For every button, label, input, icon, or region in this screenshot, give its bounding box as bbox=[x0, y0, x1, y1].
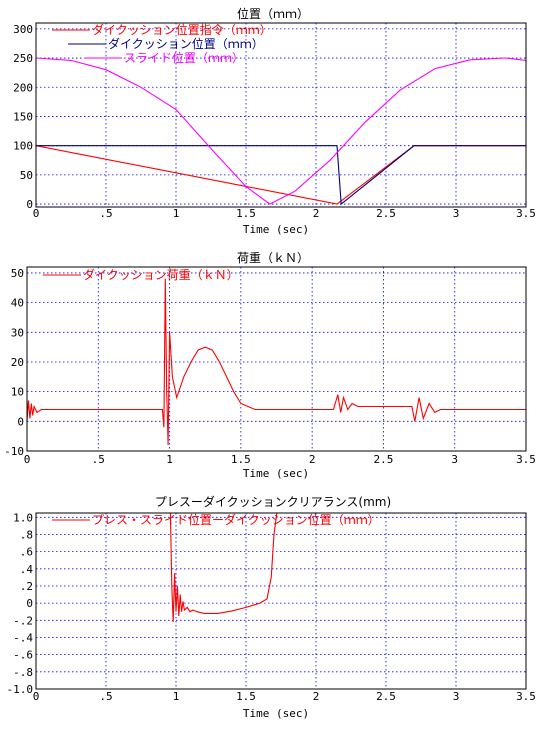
x-tick-label: 3.5 bbox=[516, 690, 536, 703]
y-tick-label: .4 bbox=[20, 563, 34, 576]
x-tick-labels-load: 0 .5 1 1.5 2 2.5 3 3.5 bbox=[24, 453, 536, 466]
y-tick-label: .6 bbox=[20, 546, 33, 559]
y-tick-label: 200 bbox=[13, 81, 33, 94]
y-tick-label: 150 bbox=[13, 110, 33, 123]
x-tick-label: 3.5 bbox=[516, 207, 536, 220]
x-axis-label-load: Time (sec) bbox=[243, 467, 309, 480]
legend-load: ダイクッション荷重（ｋＮ） bbox=[43, 267, 239, 282]
chart-title-load: 荷重（ｋＮ） bbox=[237, 251, 309, 265]
y-tick-label: .2 bbox=[20, 580, 33, 593]
y-tick-label: -.6 bbox=[13, 649, 33, 662]
x-tick-label: 0 bbox=[24, 453, 31, 466]
legend-entry: スライド位置（ｍｍ） bbox=[124, 50, 244, 65]
plot-frame-load bbox=[26, 266, 527, 452]
y-tick-label: -.2 bbox=[13, 614, 33, 627]
x-tick-label: 2 bbox=[309, 453, 316, 466]
chart-panel-position: 位置（ｍｍ） 0 50 100 150 200 250 300 0 .5 1 1.5 2 2.5 3 3.… bbox=[13, 6, 536, 236]
x-tick-label: 1.5 bbox=[236, 207, 256, 220]
y-tick-label: 20 bbox=[11, 356, 24, 369]
series-line-position-1 bbox=[36, 145, 526, 206]
legend-entry: ダイクッション位置（ｍｍ） bbox=[108, 36, 264, 51]
x-tick-label: 3 bbox=[453, 690, 460, 703]
y-tick-label: 10 bbox=[11, 386, 24, 399]
y-tick-label: 30 bbox=[11, 326, 24, 339]
x-tick-label: .5 bbox=[92, 453, 105, 466]
x-tick-labels-clearance: 0 .5 1 1.5 2 2.5 3 3.5 bbox=[33, 690, 536, 703]
legend-entry: ダイクッション位置指令（ｍｍ） bbox=[92, 22, 272, 37]
y-tick-label: .8 bbox=[20, 528, 33, 541]
y-tick-label: 0 bbox=[17, 415, 24, 428]
x-tick-label: 3 bbox=[451, 453, 458, 466]
y-tick-labels-load: -10 0 10 20 30 40 50 bbox=[4, 267, 24, 458]
grid-clearance bbox=[36, 513, 526, 689]
legend-entry: プレス・スライド位置ーダイクッション位置（ｍｍ） bbox=[92, 512, 380, 527]
x-tick-label: 0 bbox=[33, 690, 40, 703]
plot-frame-clearance bbox=[35, 512, 527, 690]
legend-clearance: プレス・スライド位置ーダイクッション位置（ｍｍ） bbox=[52, 512, 380, 527]
legend-position: ダイクッション位置指令（ｍｍ）ダイクッション位置（ｍｍ）スライド位置（ｍｍ） bbox=[52, 22, 272, 65]
series-line-load-0 bbox=[27, 278, 526, 446]
x-tick-label: 1 bbox=[173, 690, 180, 703]
y-tick-label: 40 bbox=[11, 297, 24, 310]
y-tick-label: 50 bbox=[20, 169, 33, 182]
series-line-clearance-0 bbox=[169, 513, 278, 623]
x-tick-label: 1 bbox=[173, 207, 180, 220]
series-group-position bbox=[36, 57, 526, 206]
x-tick-label: 2.5 bbox=[376, 207, 396, 220]
x-tick-label: .5 bbox=[99, 207, 112, 220]
x-tick-label: 0 bbox=[33, 207, 40, 220]
x-tick-label: 1.5 bbox=[236, 690, 256, 703]
x-tick-labels-position: 0 .5 1 1.5 2 2.5 3 3.5 bbox=[33, 207, 536, 220]
x-tick-label: 2.5 bbox=[373, 453, 393, 466]
x-tick-label: 2 bbox=[313, 207, 320, 220]
y-tick-label: 250 bbox=[13, 52, 33, 65]
x-axis-label-clearance: Time (sec) bbox=[243, 707, 309, 720]
y-tick-label: 1.0 bbox=[13, 511, 33, 524]
chart-title-position: 位置（ｍｍ） bbox=[237, 6, 309, 21]
grid-load bbox=[27, 267, 526, 451]
series-group-clearance bbox=[169, 513, 278, 623]
x-tick-label: 3.5 bbox=[516, 453, 536, 466]
x-axis-label-position: Time (sec) bbox=[243, 223, 309, 236]
x-tick-label: 3 bbox=[453, 207, 460, 220]
y-tick-label: 100 bbox=[13, 140, 33, 153]
legend-entry: ダイクッション荷重（ｋＮ） bbox=[83, 267, 239, 282]
y-tick-labels-clearance: -1.0 -.8 -.6 -.4 -.2 0 .2 .4 .6 .8 1.0 bbox=[7, 511, 34, 696]
y-tick-label: -.4 bbox=[13, 631, 33, 644]
y-tick-label: 50 bbox=[11, 267, 24, 280]
y-tick-labels-position: 0 50 100 150 200 250 300 bbox=[13, 23, 33, 211]
series-line-position-2 bbox=[36, 57, 526, 205]
y-tick-label: -.8 bbox=[13, 666, 33, 679]
x-tick-label: 2 bbox=[313, 690, 320, 703]
chart-title-clearance: プレスーダイクッションクリアランス(mm) bbox=[155, 494, 391, 509]
y-tick-label: 0 bbox=[26, 597, 33, 610]
x-tick-label: 1 bbox=[166, 453, 173, 466]
x-tick-label: 2.5 bbox=[376, 690, 396, 703]
y-tick-label: -10 bbox=[4, 445, 24, 458]
series-group-load bbox=[27, 278, 526, 446]
x-tick-label: .5 bbox=[99, 690, 112, 703]
chart-panel-clearance: プレスーダイクッションクリアランス(mm) -1.0 -.8 -.6 -.4 -.2 0.… bbox=[7, 494, 536, 720]
y-tick-label: -1.0 bbox=[7, 683, 34, 696]
plot-frame-position bbox=[35, 22, 527, 208]
y-tick-label: 0 bbox=[26, 198, 33, 211]
y-tick-label: 300 bbox=[13, 23, 33, 36]
x-tick-label: 1.5 bbox=[231, 453, 251, 466]
